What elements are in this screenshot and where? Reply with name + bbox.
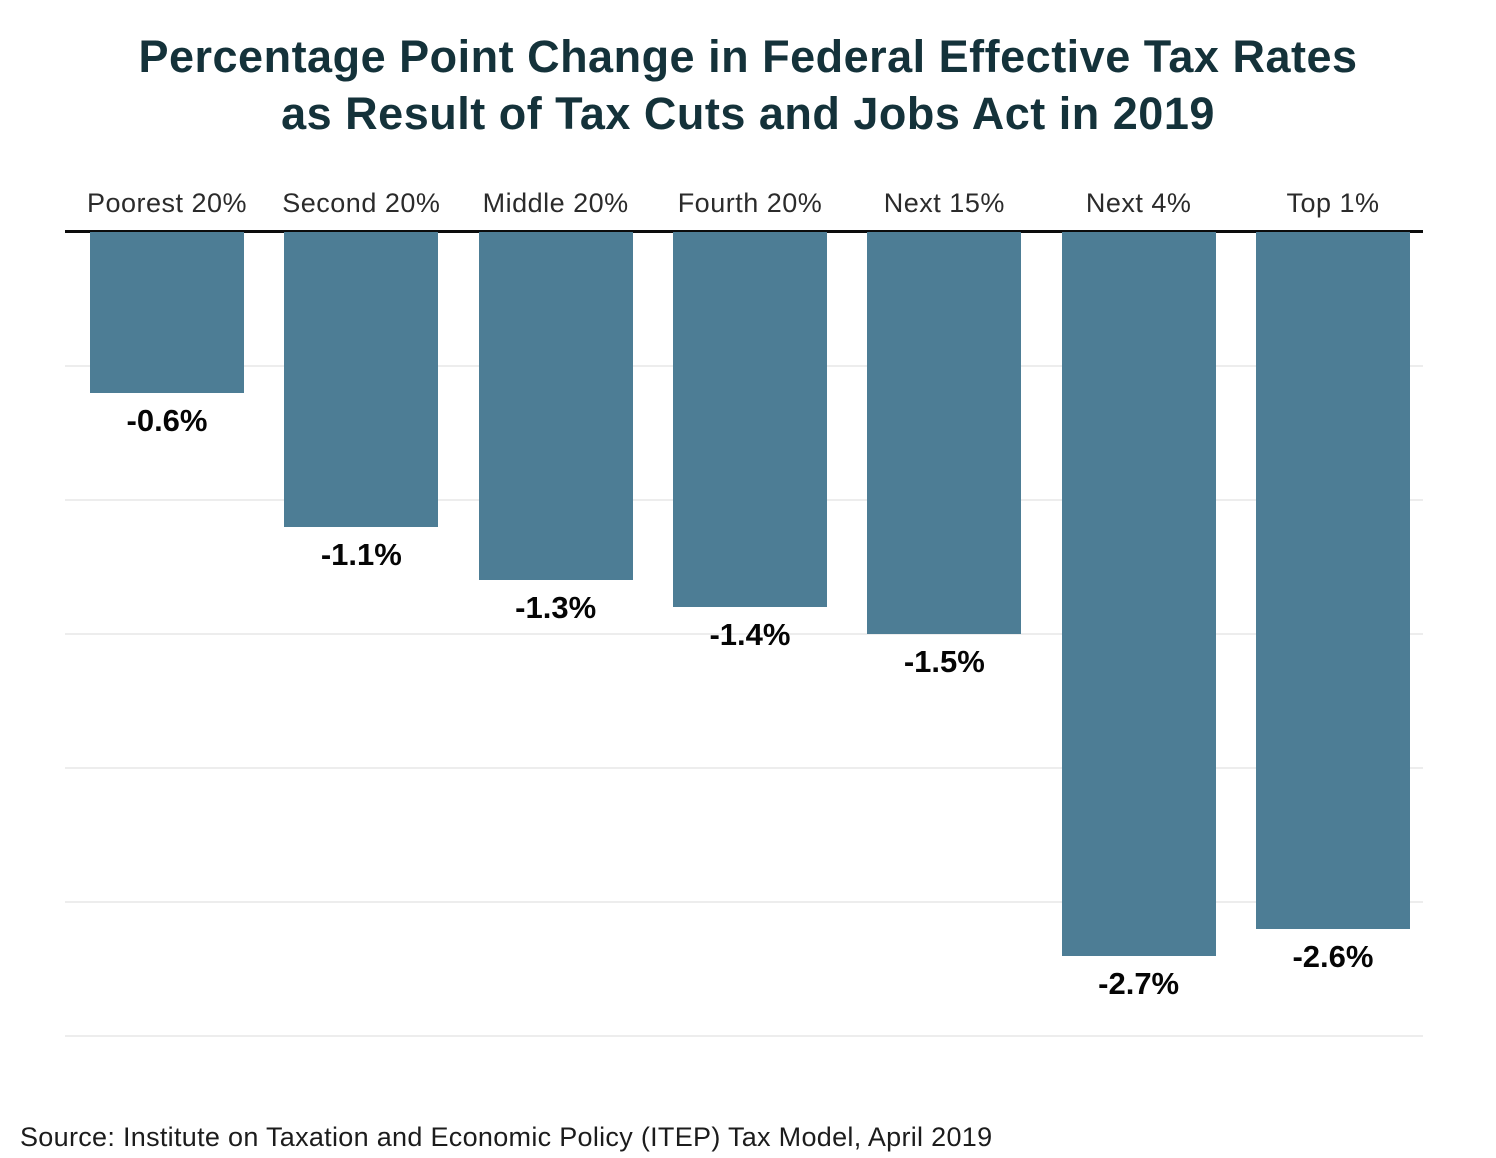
- bar: [672, 232, 827, 608]
- chart-title-line2: as Result of Tax Cuts and Jobs Act in 20…: [281, 88, 1215, 139]
- category-label: Poorest 20%: [86, 188, 248, 218]
- gridline: [65, 633, 1423, 635]
- category-label: Fourth 20%: [677, 188, 823, 218]
- value-label: -0.6%: [126, 402, 208, 438]
- zero-axis-line: [65, 230, 1423, 233]
- value-label: -1.1%: [320, 536, 402, 572]
- chart-title: Percentage Point Change in Federal Effec…: [0, 28, 1496, 142]
- source-note: Source: Institute on Taxation and Econom…: [20, 1122, 993, 1152]
- value-label: -1.5%: [903, 644, 985, 679]
- value-label: -1.3%: [515, 590, 597, 626]
- category-label: Top 1%: [1286, 188, 1380, 218]
- bar: [478, 232, 633, 581]
- chart-title-line1: Percentage Point Change in Federal Effec…: [138, 31, 1358, 82]
- bar: [90, 232, 244, 393]
- gridline: [65, 901, 1423, 903]
- category-label: Next 4%: [1085, 188, 1192, 218]
- gridline: [65, 1035, 1423, 1037]
- gridline: [65, 767, 1423, 769]
- value-label: -2.6%: [1292, 938, 1374, 974]
- category-label: Next 15%: [883, 188, 1005, 218]
- value-label: -1.4%: [709, 617, 791, 653]
- category-label: Middle 20%: [482, 188, 629, 218]
- bar: [867, 232, 1022, 634]
- value-label: -2.7%: [1098, 965, 1180, 1001]
- bar: [284, 232, 439, 527]
- bar: [1061, 232, 1216, 956]
- category-label: Second 20%: [282, 188, 441, 218]
- bar: [1255, 232, 1410, 929]
